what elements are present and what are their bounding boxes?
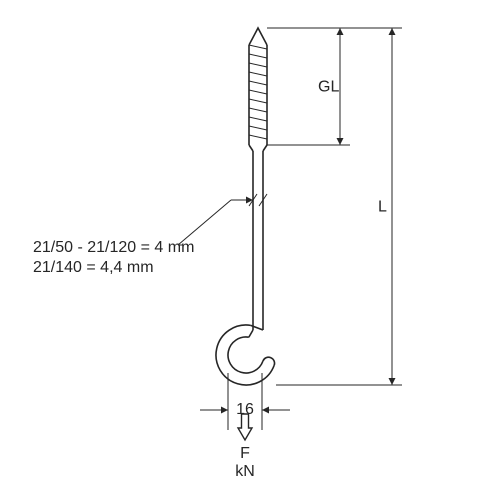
label-shaft-dia-2: 21/140 = 4,4 mm	[33, 259, 154, 276]
screw-tip	[249, 28, 267, 45]
hook-technical-drawing: GLL21/50 - 21/120 = 4 mm21/140 = 4,4 mm1…	[0, 0, 500, 500]
label-shaft-dia-1: 21/50 - 21/120 = 4 mm	[33, 239, 194, 256]
label-kN: kN	[235, 463, 255, 480]
hook-inner	[228, 337, 263, 373]
hook-outer	[216, 325, 274, 385]
label-L: L	[378, 199, 387, 216]
label-GL: GL	[318, 79, 339, 96]
label-F: F	[240, 445, 250, 462]
